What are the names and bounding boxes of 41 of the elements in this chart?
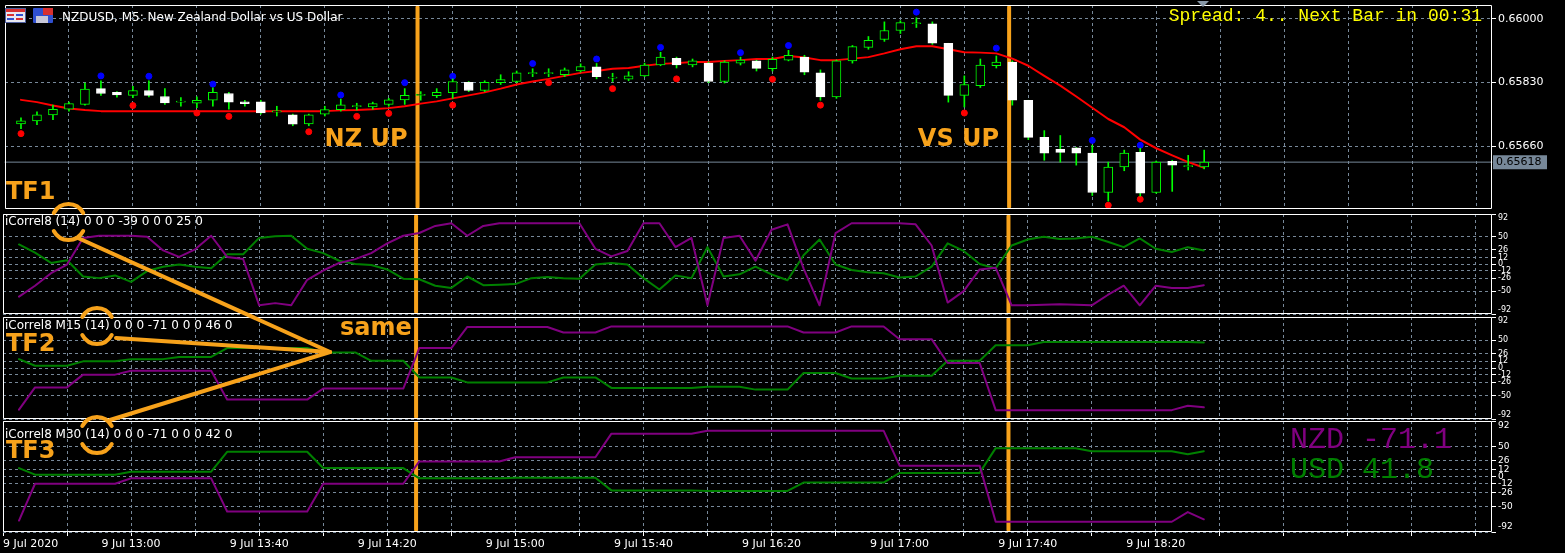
y-tick-label: -26 bbox=[1498, 273, 1512, 283]
y-tick-label: 0.65830 bbox=[1498, 75, 1544, 89]
y-tick-label: 0.66000 bbox=[1498, 11, 1544, 25]
x-tick-label: 9 Jul 15:40 bbox=[613, 537, 673, 551]
y-tick-label: -92 bbox=[1498, 521, 1513, 532]
y-tick-label: -26 bbox=[1498, 486, 1513, 497]
annotation: Spread: 4.. Next Bar in 00:31 bbox=[1168, 5, 1482, 26]
y-tick-label: 26 bbox=[1498, 348, 1509, 358]
x-tick-label: 9 Jul 18:20 bbox=[1126, 537, 1186, 551]
y-tick-label: -50 bbox=[1498, 501, 1513, 512]
x-tick-label: 9 Jul 17:40 bbox=[998, 537, 1058, 551]
y-tick-label: -92 bbox=[1498, 410, 1512, 420]
x-tick-label: 9 Jul 17:00 bbox=[870, 537, 930, 551]
x-tick-label: 9 Jul 2020 bbox=[3, 537, 59, 551]
y-tick-label: 92 bbox=[1498, 213, 1509, 223]
y-tick-label: 50 bbox=[1498, 335, 1509, 345]
x-tick-label: 9 Jul 16:20 bbox=[742, 537, 801, 551]
y-tick-label: -92 bbox=[1498, 305, 1512, 315]
x-tick-label: 9 Jul 13:00 bbox=[101, 537, 161, 551]
x-tick-label: 9 Jul 14:20 bbox=[357, 537, 417, 551]
y-tick-label: -50 bbox=[1498, 390, 1512, 400]
y-tick-label: 92 bbox=[1498, 316, 1509, 326]
text: NZDUSD, M5: New Zealand Dollar vs US Dollar bbox=[62, 10, 343, 25]
annotation: TF1 bbox=[6, 177, 56, 206]
y-tick-label: -26 bbox=[1498, 377, 1512, 387]
y-tick-label: 50 bbox=[1498, 440, 1510, 451]
y-tick-label: 50 bbox=[1498, 231, 1509, 241]
ref-line-label: NZ UP bbox=[324, 123, 408, 152]
y-tick-label: -50 bbox=[1498, 286, 1512, 296]
ref-line-label: 0.65618 bbox=[1496, 154, 1542, 168]
y-tick-label: 12 bbox=[1498, 463, 1510, 474]
x-tick-label: 9 Jul 15:00 bbox=[485, 537, 545, 551]
y-tick-label: 26 bbox=[1498, 455, 1510, 466]
x-tick-label: 9 Jul 13:40 bbox=[229, 537, 289, 551]
ref-line-label: VS UP bbox=[917, 123, 1000, 152]
chart-title: iCorrel8 (14) 0 0 0 -39 0 0 0 25 0 bbox=[5, 214, 203, 229]
annotation: same bbox=[340, 313, 412, 342]
y-tick-label: 26 bbox=[1498, 244, 1509, 254]
y-tick-label: 0.65660 bbox=[1498, 139, 1544, 153]
y-tick-label: -12 bbox=[1498, 478, 1513, 489]
y-tick-label: 92 bbox=[1498, 420, 1510, 431]
